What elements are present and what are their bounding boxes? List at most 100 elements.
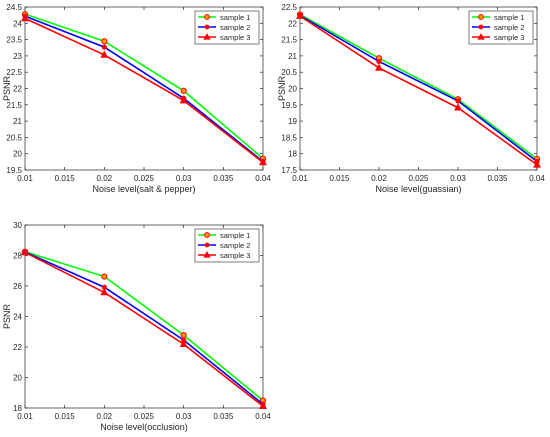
series-line-3	[299, 15, 538, 166]
data-point	[259, 401, 267, 409]
y-tick-label: 19	[288, 117, 297, 126]
y-tick-label: 20	[13, 150, 22, 159]
series-line-1	[24, 250, 264, 402]
y-tick-label: 21.5	[6, 101, 22, 110]
data-point	[454, 103, 462, 111]
y-tick-label: 22	[288, 19, 297, 28]
x-tick-label: 0.04	[255, 174, 271, 183]
y-tick-label: 21	[13, 117, 22, 126]
series-line-2	[299, 14, 538, 163]
legend-label-2: sample 2	[220, 241, 250, 250]
series-line-2	[24, 15, 264, 163]
x-axis-label: Noise level(salt & pepper)	[92, 184, 195, 194]
y-tick-label: 23.5	[6, 36, 22, 45]
y-tick-label: 21	[288, 52, 297, 61]
y-tick-label: 18.5	[281, 133, 297, 142]
x-axis-label: Noise level(occlusion)	[100, 422, 188, 432]
y-tick-label: 23	[13, 52, 22, 61]
y-tick-label: 24.5	[6, 3, 22, 12]
x-axis-label: Noise level(guassian)	[375, 184, 461, 194]
y-tick-label: 28	[13, 252, 22, 261]
y-tick-label: 22	[13, 85, 22, 94]
x-tick-label: 0.04	[255, 412, 271, 421]
data-point	[21, 13, 29, 22]
x-tick-label: 0.01	[17, 412, 33, 421]
y-tick-label: 17.5	[281, 166, 297, 175]
x-tick-label: 0.015	[55, 412, 76, 421]
y-tick-label: 24	[13, 313, 22, 322]
y-tick-label: 26	[13, 282, 22, 291]
data-point	[100, 287, 109, 296]
y-tick-label: 20.5	[6, 133, 22, 142]
chart-2: 0.01 0.015 0.02 0.025 0.03 0.035 0.04 17.5 18 18.…	[277, 3, 545, 194]
data-point	[180, 87, 187, 94]
series-line-1	[24, 13, 264, 160]
y-tick-label: 18	[288, 150, 297, 159]
legend-marker	[204, 24, 210, 30]
chart-3: 0.01 0.015 0.02 0.025 0.03 0.035 0.04 18 20 22 24 2…	[2, 221, 271, 432]
x-tick-label: 0.025	[408, 174, 429, 183]
x-tick-label: 0.035	[487, 174, 508, 183]
x-tick-label: 0.01	[17, 174, 33, 183]
legend-marker	[478, 24, 484, 30]
y-axis-label: PSNR	[2, 304, 12, 330]
legend-label-3: sample 3	[494, 33, 524, 42]
y-tick-label: 22.5	[6, 68, 22, 77]
legend-label-2: sample 2	[494, 23, 524, 32]
legend-label-3: sample 3	[220, 33, 250, 42]
data-point	[101, 38, 108, 45]
legend-marker	[478, 14, 484, 20]
y-tick-label: 18	[13, 404, 22, 413]
data-point	[376, 58, 382, 65]
series-line-3	[24, 251, 264, 407]
y-axis-label: PSNR	[2, 76, 12, 102]
series-line-2	[24, 251, 264, 405]
data-point	[179, 96, 188, 104]
data-point	[375, 63, 383, 71]
data-point	[296, 11, 304, 19]
data-point	[21, 248, 29, 256]
legend-marker	[203, 32, 211, 40]
y-tick-label: 30	[13, 221, 22, 230]
data-point	[455, 98, 461, 104]
x-tick-label: 0.025	[134, 412, 155, 421]
series-line-3	[24, 17, 264, 164]
y-tick-label: 19.5	[6, 166, 22, 175]
legend-marker	[203, 250, 211, 258]
y-tick-label: 22.5	[281, 3, 297, 12]
x-tick-label: 0.02	[97, 174, 113, 183]
data-point	[101, 273, 108, 280]
y-tick-label: 20	[13, 374, 22, 383]
data-point	[533, 160, 541, 168]
y-tick-label: 19.5	[281, 101, 297, 110]
legend-label-1: sample 1	[220, 231, 250, 240]
x-tick-label: 0.035	[213, 412, 234, 421]
x-tick-label: 0.035	[213, 174, 234, 183]
legend-label-3: sample 3	[220, 251, 250, 260]
y-tick-label: 21.5	[281, 36, 297, 45]
y-tick-label: 24	[13, 19, 22, 28]
data-point	[259, 158, 267, 166]
y-tick-label: 20.5	[281, 68, 297, 77]
legend-marker	[204, 242, 210, 248]
x-tick-label: 0.015	[329, 174, 350, 183]
x-tick-label: 0.02	[371, 174, 387, 183]
legend-label-2: sample 2	[220, 23, 250, 32]
legend-marker	[204, 14, 210, 20]
legend-marker	[477, 32, 485, 40]
x-tick-label: 0.03	[176, 412, 192, 421]
legend-label-1: sample 1	[494, 13, 524, 22]
y-axis-label: PSNR	[277, 76, 287, 102]
data-point	[179, 339, 188, 348]
series-line-1	[299, 13, 538, 160]
data-point	[100, 50, 109, 58]
x-tick-label: 0.04	[529, 174, 545, 183]
y-tick-label: 22	[13, 343, 22, 352]
x-tick-label: 0.03	[176, 174, 192, 183]
x-tick-label: 0.02	[97, 412, 113, 421]
legend-label-1: sample 1	[220, 13, 250, 22]
legend-marker	[204, 232, 210, 238]
